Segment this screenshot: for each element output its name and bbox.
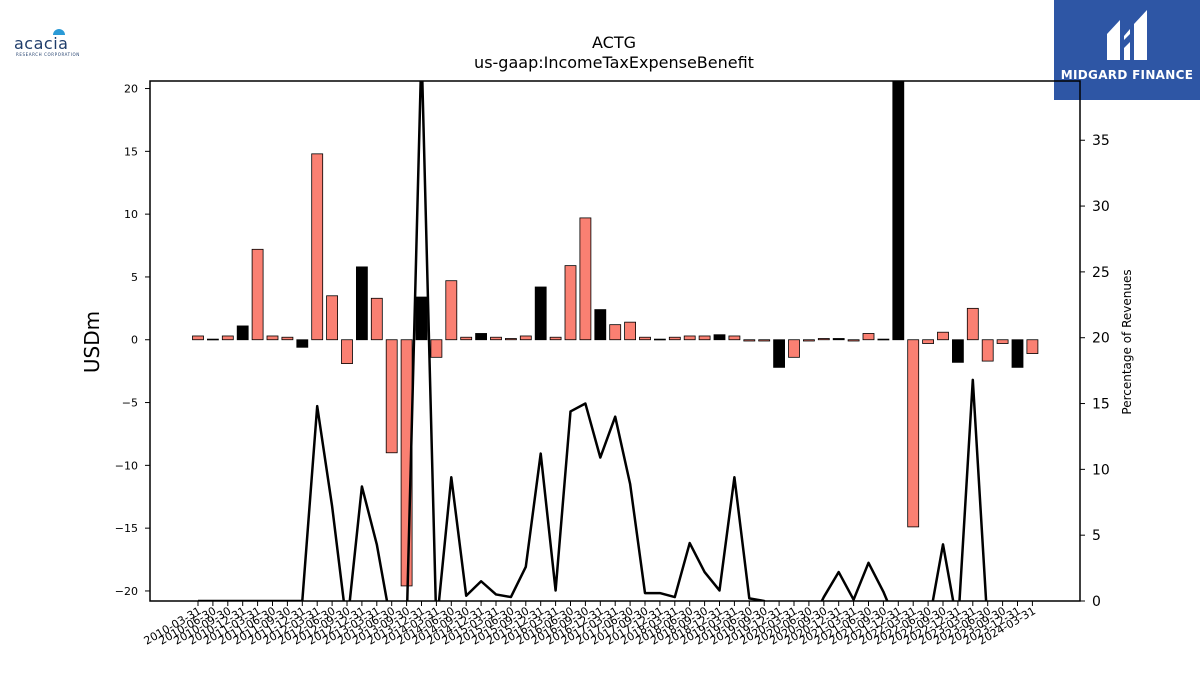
bar bbox=[519, 335, 532, 341]
bar bbox=[445, 280, 458, 341]
bar bbox=[668, 336, 681, 341]
bar bbox=[534, 286, 547, 341]
bar bbox=[311, 153, 324, 341]
bar bbox=[698, 335, 711, 341]
bar bbox=[504, 338, 517, 341]
bar bbox=[385, 339, 398, 454]
bar bbox=[817, 338, 830, 341]
chart-title: ACTG bbox=[592, 33, 636, 52]
bar bbox=[579, 217, 592, 341]
bar bbox=[683, 335, 696, 341]
bar bbox=[847, 339, 860, 342]
bar bbox=[355, 266, 368, 341]
y2-tick-label: 10 bbox=[1092, 462, 1110, 478]
y-tick-label: 10 bbox=[124, 208, 138, 221]
midgard-m-icon bbox=[1107, 10, 1147, 60]
y2-tick-label: 35 bbox=[1092, 133, 1110, 149]
bar bbox=[236, 325, 249, 341]
y-tick-label: −20 bbox=[115, 585, 138, 598]
bar bbox=[281, 336, 294, 341]
bar bbox=[430, 339, 443, 358]
y-tick-label: −15 bbox=[115, 522, 138, 535]
y2-axis-ticks: 0 5 10 15 20 25 30 35 bbox=[1080, 133, 1110, 610]
bar bbox=[743, 339, 756, 342]
bar bbox=[609, 324, 622, 341]
acacia-arc-icon bbox=[53, 29, 65, 35]
bar bbox=[326, 295, 339, 341]
chart-subtitle: us-gaap:IncomeTaxExpenseBenefit bbox=[474, 53, 754, 72]
bar bbox=[594, 309, 607, 341]
y2-tick-label: 20 bbox=[1092, 331, 1110, 347]
y2-tick-label: 0 bbox=[1092, 594, 1101, 610]
bar bbox=[639, 336, 651, 341]
bar bbox=[937, 331, 949, 341]
bar bbox=[370, 297, 383, 341]
bar bbox=[564, 265, 577, 341]
bar bbox=[460, 336, 473, 341]
bar bbox=[624, 321, 636, 341]
bar bbox=[952, 339, 964, 363]
bar bbox=[251, 248, 264, 341]
y-tick-label: 0 bbox=[131, 334, 138, 347]
y-axis-ticks: −20 −15 −10 −5 0 5 10 15 20 bbox=[115, 83, 150, 598]
y2-tick-label: 25 bbox=[1092, 265, 1110, 281]
line-series bbox=[198, 81, 988, 601]
bar bbox=[192, 335, 204, 341]
bar bbox=[1011, 339, 1024, 368]
bar bbox=[1026, 339, 1039, 354]
bar bbox=[296, 339, 309, 348]
bar bbox=[654, 338, 666, 341]
bar bbox=[549, 336, 562, 341]
bar-series bbox=[192, 81, 1039, 587]
y2-tick-label: 5 bbox=[1092, 528, 1101, 544]
bar bbox=[758, 339, 771, 342]
y-tick-label: −5 bbox=[122, 397, 138, 410]
y2-tick-label: 15 bbox=[1092, 397, 1110, 413]
bar bbox=[266, 335, 279, 341]
bar bbox=[728, 335, 741, 341]
bar bbox=[981, 339, 994, 362]
bar bbox=[877, 338, 890, 341]
axes bbox=[149, 80, 1081, 602]
bar bbox=[341, 339, 353, 364]
bar bbox=[788, 339, 800, 358]
bar bbox=[996, 339, 1009, 344]
bar bbox=[922, 339, 934, 344]
bar bbox=[206, 338, 219, 341]
bar bbox=[832, 338, 845, 341]
y-tick-label: 15 bbox=[124, 145, 138, 158]
y2-axis-label: Percentage of Revenues bbox=[1120, 269, 1134, 414]
midgard-finance-badge: MIDGARD FINANCE bbox=[1054, 0, 1200, 100]
bar bbox=[892, 81, 905, 341]
y-tick-label: 5 bbox=[131, 271, 138, 284]
bar bbox=[862, 333, 875, 341]
bar bbox=[490, 336, 502, 341]
y2-tick-label: 30 bbox=[1092, 199, 1110, 215]
acacia-tagline: RESEARCH CORPORATION bbox=[16, 52, 80, 57]
bar bbox=[907, 339, 920, 528]
bar bbox=[221, 335, 234, 341]
bar bbox=[803, 339, 815, 342]
y-axis-label: USDm bbox=[80, 311, 104, 373]
plot-frame bbox=[149, 80, 1081, 602]
bar bbox=[773, 339, 785, 368]
pct-of-revenues-line bbox=[198, 81, 988, 601]
x-axis-ticks: 2010-03-312010-06-302010-09-302010-12-31… bbox=[142, 601, 1038, 648]
midgard-finance-name: MIDGARD FINANCE bbox=[1060, 68, 1194, 82]
y-tick-label: −10 bbox=[115, 459, 138, 472]
acacia-wordmark: acacia bbox=[14, 34, 69, 53]
bar bbox=[966, 307, 979, 341]
bar bbox=[415, 296, 428, 341]
y-tick-label: 20 bbox=[124, 83, 138, 96]
bar bbox=[713, 334, 726, 341]
bar bbox=[475, 333, 488, 341]
